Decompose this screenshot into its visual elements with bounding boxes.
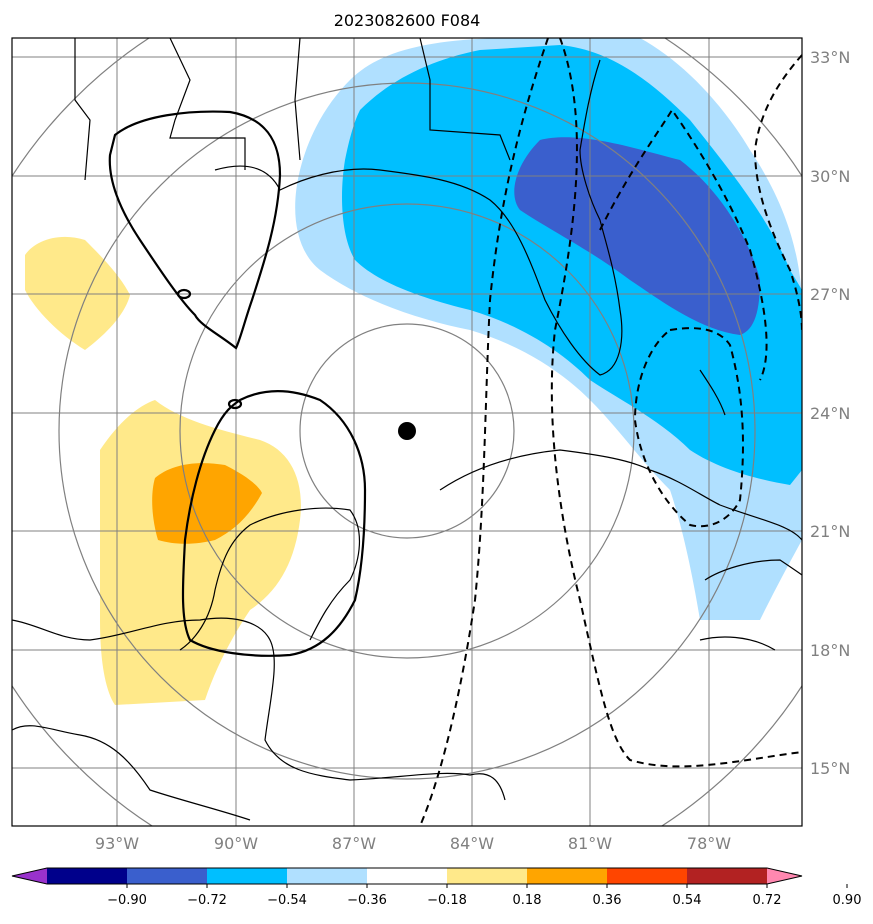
colorbar-bin [207,868,288,884]
colorbar-tick-label: 0.90 [833,893,862,908]
colorbar-tick-label: −0.54 [267,893,307,908]
orange-region [152,463,262,544]
colorbar-bin [527,868,608,884]
lon-label: 87°W [332,834,376,853]
lon-labels: 93°W 90°W 87°W 84°W 81°W 78°W [95,834,731,853]
colorbar-tick-label: 0.54 [673,893,702,908]
colorbar-bin [127,868,208,884]
lat-label: 33°N [810,48,850,67]
gridlines [12,38,802,826]
colorbar-bin [287,868,368,884]
map-frame [11,37,803,827]
colorbar-labels: −0.90 −0.72 −0.54 −0.36 −0.18 0.18 0.36 0.54 0.7… [107,884,861,908]
lat-label: 15°N [810,759,850,778]
lat-label: 27°N [810,285,850,304]
colorbar-bin [687,868,768,884]
colorbar-tick-label: 0.36 [593,893,622,908]
colorbar-bin [447,868,528,884]
colorbar-extend-high [767,868,802,884]
lat-label: 30°N [810,167,850,186]
map-area [12,38,802,826]
colorbar-bin [607,868,688,884]
range-rings [12,38,802,826]
yellow-region-south [100,400,301,705]
colorbar-tick-label: −0.90 [107,893,147,908]
colorbar-bin [47,868,128,884]
lat-label: 24°N [810,404,850,423]
colorbar [11,867,803,885]
lat-labels: 33°N 30°N 27°N 24°N 21°N 18°N 15°N [810,48,850,778]
colorbar-bin [367,868,448,884]
blue-region [342,45,802,485]
colorbar-tick-label: −0.18 [427,893,467,908]
dashed-contours [419,38,802,826]
lon-label: 90°W [214,834,258,853]
lat-label: 21°N [810,522,850,541]
storm-center-dot [398,422,416,440]
yellow-region-north [25,236,130,350]
map-title: 2023082600 F084 [334,11,481,30]
lon-label: 93°W [95,834,139,853]
coastlines [12,38,802,821]
colorbar-tick-label: 0.72 [753,893,782,908]
colorbar-outline [11,867,803,885]
lon-label: 84°W [450,834,494,853]
colorbar-tick-label: 0.18 [513,893,542,908]
lon-label: 81°W [568,834,612,853]
colorbar-tick-label: −0.72 [187,893,227,908]
solid-contours [108,110,367,657]
lat-label: 18°N [810,641,850,660]
lon-label: 78°W [687,834,731,853]
colorbar-extend-low [12,868,47,884]
colorbar-tick-label: −0.36 [347,893,387,908]
